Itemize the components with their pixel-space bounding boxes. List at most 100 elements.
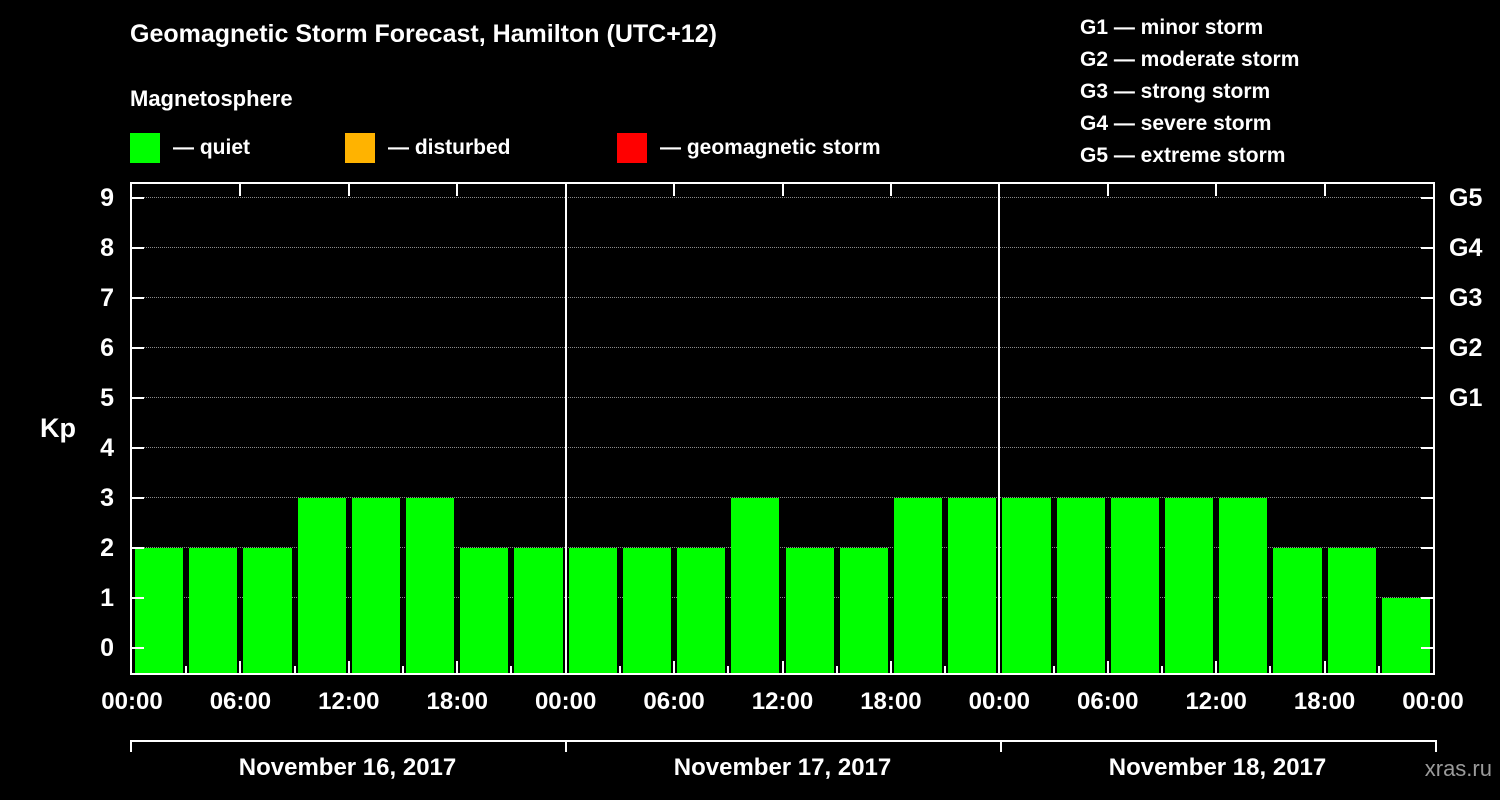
y-tick — [132, 547, 144, 549]
watermark: xras.ru — [1424, 756, 1492, 781]
x-tick — [1106, 661, 1109, 673]
y-tick — [132, 247, 144, 249]
kp-bar — [460, 548, 509, 673]
gridline-kp-7 — [132, 297, 1433, 298]
x-tick — [510, 666, 513, 673]
legend-item-storm: — geomagnetic storm — [617, 133, 881, 163]
y-axis-label: 7 — [100, 284, 114, 312]
gridline-kp-6 — [132, 347, 1433, 348]
y-tick — [132, 497, 144, 499]
x-tick — [185, 666, 188, 673]
x-axis-label: 12:00 — [751, 688, 814, 715]
kp-bar — [1002, 498, 1051, 673]
g-legend-line-2: G2 — moderate storm — [1080, 48, 1300, 71]
y-tick — [1421, 497, 1433, 499]
gridline-kp-5 — [132, 397, 1433, 398]
x-tick — [239, 184, 242, 196]
x-tick — [293, 666, 296, 673]
y-axis-label: 5 — [100, 384, 114, 412]
y-tick — [132, 397, 144, 399]
kp-bar — [406, 498, 455, 673]
y-axis-title: Kp — [40, 413, 76, 443]
x-axis-label: 18:00 — [1293, 688, 1356, 715]
date-label: November 17, 2017 — [673, 754, 892, 781]
g-scale-legend: G1 — minor storm G2 — moderate storm G3 — … — [1080, 12, 1299, 172]
x-tick — [944, 666, 947, 673]
x-axis-label: 18:00 — [426, 688, 488, 715]
date-band-tick — [565, 740, 567, 752]
y-tick — [1421, 247, 1433, 249]
x-axis-label: 00:00 — [1402, 688, 1464, 715]
date-label: November 18, 2017 — [1108, 754, 1327, 781]
x-tick — [889, 184, 892, 196]
x-tick — [618, 666, 621, 673]
y-tick — [1421, 647, 1433, 649]
g-axis-label: G4 — [1449, 234, 1483, 262]
x-tick — [889, 661, 892, 673]
date-label: November 16, 2017 — [238, 754, 457, 781]
g-axis-label: G5 — [1449, 184, 1483, 212]
y-tick — [1421, 447, 1433, 449]
y-tick — [132, 447, 144, 449]
y-tick — [1421, 597, 1433, 599]
y-axis-label: 8 — [100, 234, 114, 262]
quiet-swatch — [130, 133, 160, 163]
x-tick — [564, 661, 567, 673]
x-tick — [998, 661, 1001, 673]
gridline-kp-2 — [132, 547, 1433, 548]
legend-label-disturbed: — disturbed — [388, 136, 511, 159]
y-axis-label: 6 — [100, 334, 114, 362]
y-tick — [132, 347, 144, 349]
x-tick — [1215, 661, 1218, 673]
legend-item-disturbed: — disturbed — [345, 133, 511, 163]
x-tick — [1323, 184, 1326, 196]
x-axis-label: 00:00 — [968, 688, 1031, 715]
kp-bar — [351, 498, 401, 673]
y-axis-label: 0 — [100, 634, 114, 662]
kp-bar — [839, 548, 888, 673]
chart-subtitle: Magnetosphere — [130, 86, 293, 111]
y-tick — [1421, 397, 1433, 399]
x-tick — [239, 661, 242, 673]
gridline-kp-1 — [132, 597, 1433, 598]
x-tick — [347, 661, 350, 673]
y-tick — [1421, 297, 1433, 299]
kp-bar — [1381, 598, 1430, 673]
x-axis-label: 12:00 — [318, 688, 380, 715]
kp-bar — [785, 548, 834, 673]
page-title: Geomagnetic Storm Forecast, Hamilton (UT… — [130, 20, 717, 48]
y-tick — [132, 647, 144, 649]
x-tick — [998, 184, 1001, 196]
kp-bar — [1327, 548, 1376, 673]
date-band-tick — [130, 740, 132, 752]
y-axis-label: 4 — [100, 434, 114, 462]
kp-bar — [514, 548, 563, 673]
x-tick — [456, 184, 459, 196]
day-separator-line — [564, 184, 567, 673]
storm-swatch — [617, 133, 647, 163]
kp-bar — [568, 548, 617, 673]
x-tick — [835, 666, 838, 673]
x-tick — [781, 184, 784, 196]
g-axis-label: G2 — [1449, 334, 1483, 362]
x-axis-label: 00:00 — [534, 688, 597, 715]
g-legend-line-4: G4 — severe storm — [1080, 112, 1272, 135]
y-tick — [1421, 547, 1433, 549]
g-legend-line-5: G5 — extreme storm — [1080, 144, 1286, 167]
y-tick — [1421, 197, 1433, 199]
x-axis-label: 06:00 — [1077, 688, 1139, 715]
legend-label-quiet: — quiet — [173, 136, 250, 159]
kp-bar — [135, 548, 184, 673]
y-axis-label: 2 — [100, 534, 114, 562]
x-tick — [456, 661, 459, 673]
x-tick — [1160, 666, 1163, 673]
x-tick — [1106, 184, 1109, 196]
plot-area — [130, 182, 1435, 675]
x-tick — [673, 184, 676, 196]
x-tick — [1052, 666, 1055, 673]
gridline-kp-9 — [132, 197, 1433, 198]
x-axis-label: 18:00 — [860, 688, 922, 715]
date-axis-line — [130, 740, 1435, 742]
x-tick — [781, 661, 784, 673]
kp-bar — [1056, 498, 1105, 673]
